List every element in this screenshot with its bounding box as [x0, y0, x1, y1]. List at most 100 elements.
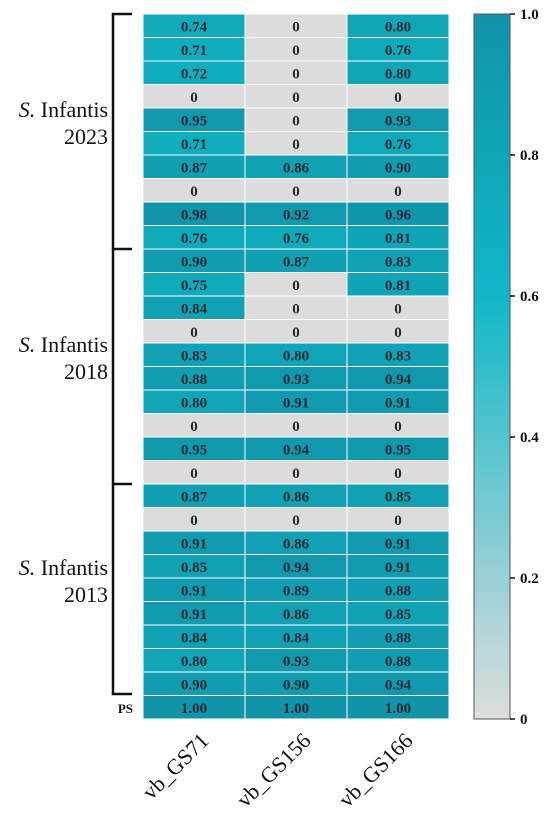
colorbar-tick-label: 1.0 — [520, 7, 539, 23]
cell-value-label: 0.89 — [283, 583, 309, 599]
cell-value-label: 0 — [394, 466, 402, 482]
cell-value-label: 0 — [292, 43, 300, 59]
group-label-genus: S. — [19, 97, 36, 122]
colorbar-tick-label: 0.6 — [520, 289, 539, 305]
cell-value-label: 0 — [292, 419, 300, 435]
cell-value-label: 0.90 — [181, 677, 207, 693]
cell-value-label: 0.95 — [181, 442, 207, 458]
cell-value-label: 0.87 — [181, 160, 208, 176]
cell-value-label: 0.74 — [181, 19, 208, 35]
cell-value-label: 0.80 — [181, 395, 207, 411]
cell-value-label: 0.85 — [385, 489, 411, 505]
colorbar: 0 0.2 0.4 0.6 0.8 1.0 — [473, 7, 539, 728]
x-axis-label: vb_GS166 — [333, 728, 417, 812]
cell-value-label: 0.88 — [385, 630, 411, 646]
cell-value-label: 0 — [394, 90, 402, 106]
cell-value-label: 1.00 — [181, 701, 207, 717]
cell-value-label: 0 — [394, 513, 402, 529]
x-axis-label: vb_GS71 — [137, 728, 213, 804]
cell-value-label: 0 — [292, 19, 300, 35]
cell-value-label: 0.71 — [181, 43, 207, 59]
cell-value-label: 0.94 — [385, 677, 412, 693]
heatmap-cell — [346, 695, 450, 720]
cell-value-label: 0.90 — [283, 677, 309, 693]
cell-value-label: 0 — [292, 325, 300, 341]
cell-value-label: 0.93 — [283, 654, 309, 670]
cell-value-label: 0.98 — [181, 207, 207, 223]
cell-value-label: 0 — [394, 301, 402, 317]
cell-value-label: 0 — [190, 513, 198, 529]
cell-value-label: 0 — [292, 301, 300, 317]
cell-value-label: 0 — [190, 184, 198, 200]
cell-value-label: 0 — [292, 113, 300, 129]
cell-value-label: 0.94 — [283, 560, 310, 576]
cell-value-label: 0 — [394, 184, 402, 200]
group-label-serovar: Infantis — [35, 332, 108, 357]
cell-value-label: 0 — [292, 278, 300, 294]
cell-value-label: 0.91 — [385, 395, 411, 411]
colorbar-tick-label: 0 — [520, 712, 528, 728]
colorbar-tick-label: 0.2 — [520, 571, 539, 587]
cell-value-label: 0.80 — [283, 348, 309, 364]
cell-value-label: 0.93 — [283, 372, 309, 388]
x-axis-label: vb_GS156 — [231, 728, 315, 812]
cell-value-label: 0.76 — [385, 137, 412, 153]
cell-value-label: 0.91 — [283, 395, 309, 411]
cell-value-label: 0.76 — [283, 231, 310, 247]
group-label-genus: S. — [19, 332, 36, 357]
group-label-serovar: Infantis — [35, 555, 108, 580]
cell-value-label: 0 — [292, 466, 300, 482]
cell-value-label: 0.81 — [385, 231, 411, 247]
cell-value-label: 0 — [190, 419, 198, 435]
cell-value-label: 0.96 — [385, 207, 412, 223]
cell-value-label: 0.83 — [181, 348, 207, 364]
group-label-year: 2013 — [64, 582, 108, 607]
group-label-genus: S. — [19, 555, 36, 580]
cell-value-label: 0.91 — [181, 607, 207, 623]
group-label-year: 2018 — [64, 359, 108, 384]
cell-value-label: 0.83 — [385, 348, 411, 364]
cell-value-label: 0.84 — [283, 630, 310, 646]
heatmap-cells: 0.74 0 0.80 0.71 0 0.76 0.72 0 0.80 0 0 0 0.95 0 0.93 0… — [142, 13, 450, 720]
group-label-year: 2023 — [64, 124, 108, 149]
cell-value-label: 0.83 — [385, 254, 411, 270]
x-axis-labels: vb_GS71 vb_GS156 vb_GS166 — [137, 728, 417, 812]
cell-value-label: 0.92 — [283, 207, 309, 223]
cell-value-label: 0.88 — [385, 583, 411, 599]
cell-value-label: 0.84 — [181, 301, 208, 317]
colorbar-gradient — [473, 13, 511, 720]
cell-value-label: 0.76 — [181, 231, 208, 247]
cell-value-label: 0.91 — [385, 560, 411, 576]
cell-value-label: 0.87 — [181, 489, 208, 505]
cell-value-label: 1.00 — [385, 701, 411, 717]
group-label-serovar: Infantis — [35, 97, 108, 122]
cell-value-label: 0 — [394, 419, 402, 435]
cell-value-label: 0.72 — [181, 66, 207, 82]
cell-value-label: 0.87 — [283, 254, 310, 270]
cell-value-label: 0.94 — [385, 372, 412, 388]
cell-value-label: 0.90 — [385, 160, 411, 176]
cell-value-label: 0.93 — [385, 113, 411, 129]
colorbar-tick-label: 0.4 — [520, 430, 539, 446]
cell-value-label: 0.85 — [385, 607, 411, 623]
cell-value-label: 0.90 — [181, 254, 207, 270]
cell-value-label: 0.86 — [283, 536, 310, 552]
cell-value-label: 0.94 — [283, 442, 310, 458]
group-label-species: S. Infantis — [19, 97, 108, 122]
cell-value-label: 0.86 — [283, 489, 310, 505]
cell-value-label: 0 — [292, 137, 300, 153]
cell-value-label: 0 — [292, 90, 300, 106]
cell-value-label: 0.91 — [181, 583, 207, 599]
cell-value-label: 0.75 — [181, 278, 207, 294]
cell-value-label: 0 — [190, 466, 198, 482]
cell-value-label: 0.80 — [385, 19, 411, 35]
group-label-species: S. Infantis — [19, 332, 108, 357]
ps-row-label: PS — [118, 701, 133, 716]
cell-value-label: 0.86 — [283, 160, 310, 176]
cell-value-label: 0.86 — [283, 607, 310, 623]
cell-value-label: 0.85 — [181, 560, 207, 576]
cell-value-label: 0 — [292, 184, 300, 200]
